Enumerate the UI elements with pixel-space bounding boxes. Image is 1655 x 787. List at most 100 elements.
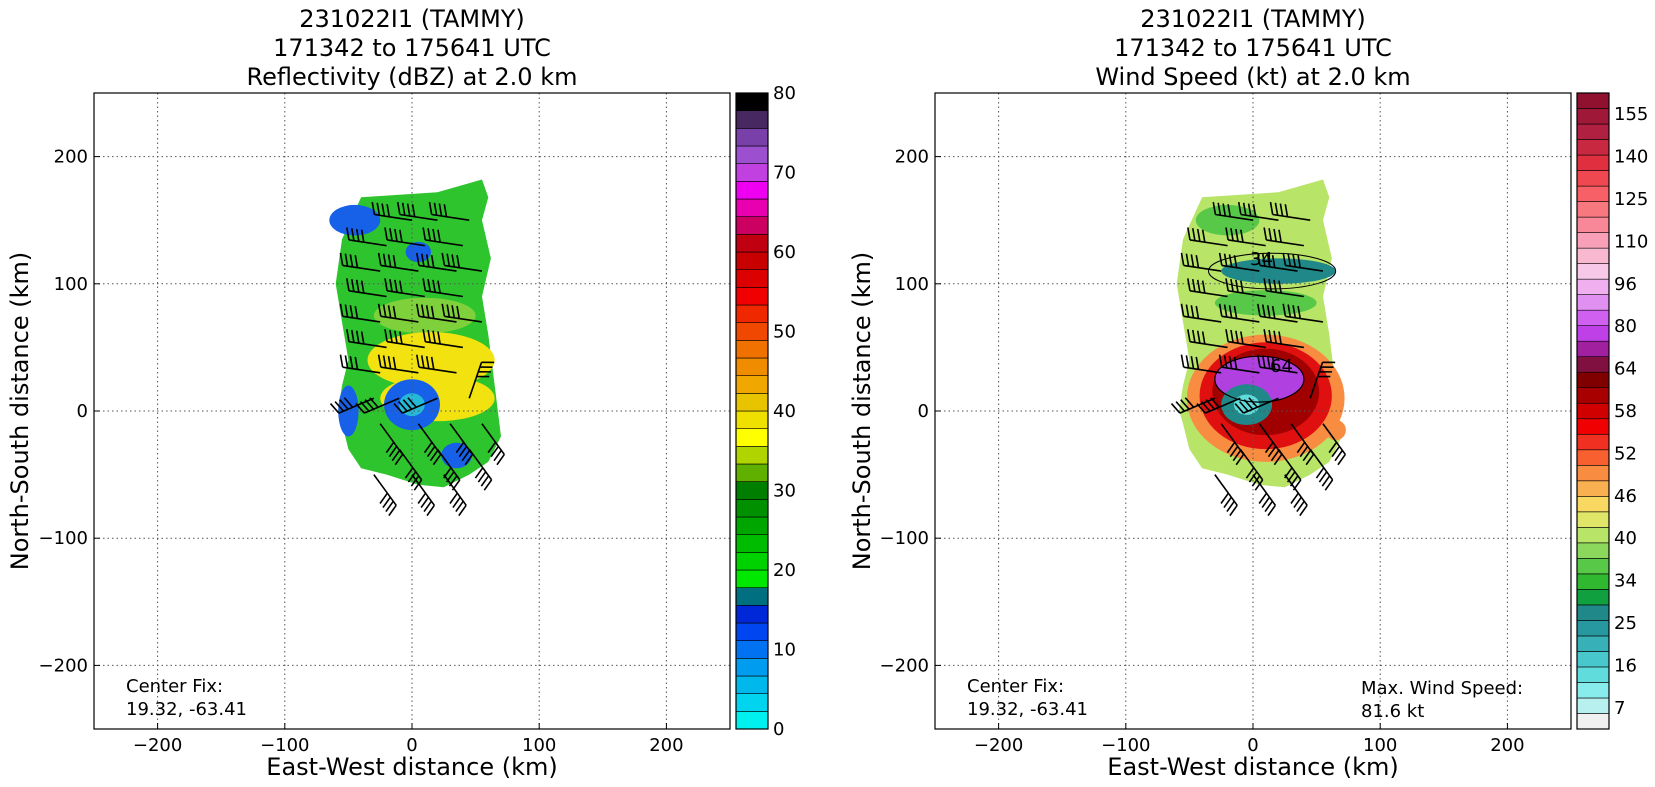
reflectivity-ticks: −200 −100 0 100 200 −200 −100 0 100 200 [39, 147, 684, 756]
wind-barb-flag [355, 403, 365, 414]
wind-barb [428, 201, 470, 221]
colorbar-bin [1576, 216, 1610, 233]
wind-barb-flag [420, 304, 425, 318]
wind-barb-flag [349, 254, 354, 268]
colorbar-bin [1576, 635, 1610, 652]
colorbar-bin [735, 693, 769, 712]
wind-barb-flag [387, 356, 392, 369]
y-tick-label: −100 [880, 528, 929, 549]
wind-barb-flag [425, 254, 430, 268]
wind-barb-staff [342, 315, 381, 323]
wind-barb [481, 423, 505, 466]
wind-barb-flag [1201, 280, 1206, 294]
y-tick-label: −200 [880, 655, 929, 676]
wind-barb-staff [1189, 239, 1228, 247]
wind-barb [1256, 303, 1298, 323]
wind-barb-flag [1191, 329, 1196, 343]
colorbar-tick-label: 40 [773, 401, 796, 422]
colorbar-tick-label: 80 [1614, 316, 1637, 337]
reflectivity-echo-field [329, 179, 501, 488]
colorbar-bin [735, 481, 769, 500]
wind-barb-flag [388, 445, 398, 458]
wind-barb-staff [379, 423, 404, 455]
wind-barb-flag [1284, 204, 1289, 217]
wind-barb-flag [1243, 399, 1254, 410]
wind-barb-flag [1261, 355, 1266, 369]
wind-barb-flag [1302, 449, 1312, 462]
wind-barb-staff [1204, 397, 1241, 414]
wind-barb-flag [1217, 202, 1222, 216]
wind-barb-flag [455, 500, 464, 513]
wind-barb-staff [374, 213, 413, 221]
wind-barb-staff [1266, 290, 1304, 298]
wind-barb-flag [1267, 445, 1277, 458]
wind-barb-flag [433, 202, 438, 216]
wind-barb-staff [1258, 423, 1283, 455]
wind-barb-flag [1247, 203, 1252, 217]
wind-barb-flag [415, 252, 420, 266]
colorbar-tick-label: 110 [1614, 231, 1648, 252]
wind-barb-flag [1233, 356, 1238, 370]
wind-barb-flag [1200, 401, 1211, 412]
wind-barb-flag [1223, 496, 1232, 508]
wind-barb [1239, 448, 1264, 491]
wind-barb-flag [385, 500, 394, 513]
wind-barb-flag [355, 330, 360, 344]
colorbar-bin [1576, 480, 1610, 497]
colorbar-bin [735, 145, 769, 164]
wind-barb [384, 227, 425, 247]
wind-barb-flag [441, 303, 446, 317]
wind-barb-flag [487, 441, 497, 454]
colorbar-bin [1576, 170, 1610, 187]
wind-barb-flag [430, 305, 435, 319]
x-tick-label: −200 [974, 735, 1023, 756]
wind-barb-staff [431, 213, 470, 221]
wind-barb-staff [342, 264, 381, 272]
wind-barb-flag [443, 204, 448, 217]
wind-barb-flag [1274, 202, 1279, 216]
wind-barb-staff [338, 397, 375, 414]
wind-barb-flag [1195, 255, 1200, 268]
wind-barb-flag [1279, 203, 1284, 217]
wind-field-north-green [1195, 204, 1260, 236]
wind-barb-flag [393, 403, 404, 414]
wind-barb-staff [481, 423, 505, 455]
wind-barb-flag [451, 254, 456, 268]
wind-barb-flag [354, 356, 359, 370]
wind-barb-flag [1229, 504, 1238, 517]
wind-barb-flag [1185, 304, 1190, 318]
wind-barb-flag [1180, 252, 1185, 266]
wind-barb-staff [425, 290, 463, 298]
wind-barb-staff [398, 448, 423, 481]
wind-barb [1256, 252, 1298, 272]
wind-barb-flag [1218, 303, 1223, 317]
wind-speed-field [1176, 179, 1346, 488]
wind-barb-staff [1272, 213, 1311, 221]
wind-barb-flag [1299, 445, 1309, 458]
colorbar-bin [735, 658, 769, 677]
colorbar-bin [1576, 449, 1610, 466]
wind-barb-flag [387, 305, 392, 318]
reflectivity-center-fix-value: 19.32, -63.41 [126, 699, 247, 720]
wind-ylabel: North-South distance (km) [848, 252, 876, 571]
wind-barb-flag [1240, 229, 1244, 243]
wind-barb-flag [423, 500, 433, 513]
wind-barb-flag [377, 252, 382, 266]
colorbar-bin [735, 516, 769, 535]
wind-barb-flag [422, 329, 427, 342]
wind-barb [1256, 354, 1298, 374]
wind-barb-staff [1284, 474, 1308, 506]
wind-barb-flag [427, 329, 432, 343]
wind-barb-flag [354, 255, 359, 268]
wind-barb-staff [373, 474, 397, 506]
wind-barb [443, 474, 467, 517]
colorbar-bin [735, 234, 769, 253]
wind-barb [415, 252, 457, 272]
wind-barb-flag [1254, 479, 1264, 491]
wind-barb-flag [1245, 467, 1255, 479]
reflectivity-echo-west-blue [338, 385, 359, 437]
wind-barb-flag [1273, 453, 1283, 466]
colorbar-bin [1576, 604, 1610, 621]
wind-barb-staff [1285, 264, 1324, 272]
